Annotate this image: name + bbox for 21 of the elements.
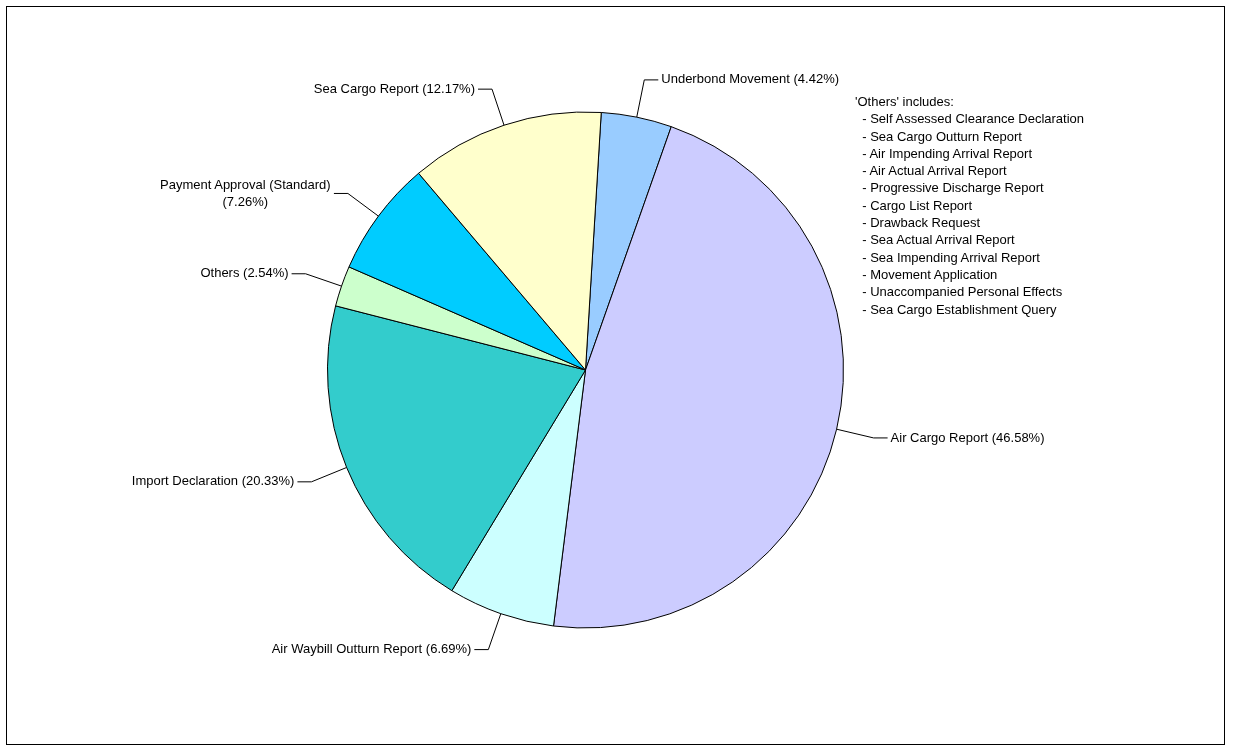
- slice-label: Air Cargo Report (46.58%): [890, 429, 1045, 445]
- slice-label: Sea Cargo Report (12.17%): [313, 80, 476, 96]
- text: - Movement Application: [861, 265, 999, 284]
- text: - Air Actual Arrival Report: [861, 162, 1008, 180]
- slice-label: Air Waybill Outturn Report (6.69%): [271, 641, 472, 657]
- slice-label: Payment Approval (Standard): [160, 176, 331, 192]
- text: - Sea Impending Arrival Report: [861, 248, 1041, 266]
- slice-label: Others (2.54%): [200, 265, 289, 281]
- text: - Air Impending Arrival Report: [861, 144, 1034, 163]
- text: - Self Assessed Clearance Declaration: [861, 110, 1085, 128]
- text: - Unaccompanied Personal Effects: [861, 283, 1064, 301]
- text: 'Others' includes:: [855, 93, 955, 111]
- text: - Progressive Discharge Report: [861, 179, 1045, 197]
- data-label: (7.26%): [222, 193, 269, 209]
- text: - Sea Actual Arrival Report: [861, 231, 1016, 249]
- slice-label: Import Declaration (20.33%): [131, 473, 295, 489]
- text: - Sea Cargo Outturn Report: [861, 127, 1023, 145]
- text: - Sea Cargo Establishment Query: [861, 300, 1058, 318]
- text: - Drawback Request: [861, 214, 981, 232]
- text: - Cargo List Report: [861, 196, 974, 215]
- slice-label: Underbond Movement (4.42%): [661, 71, 840, 87]
